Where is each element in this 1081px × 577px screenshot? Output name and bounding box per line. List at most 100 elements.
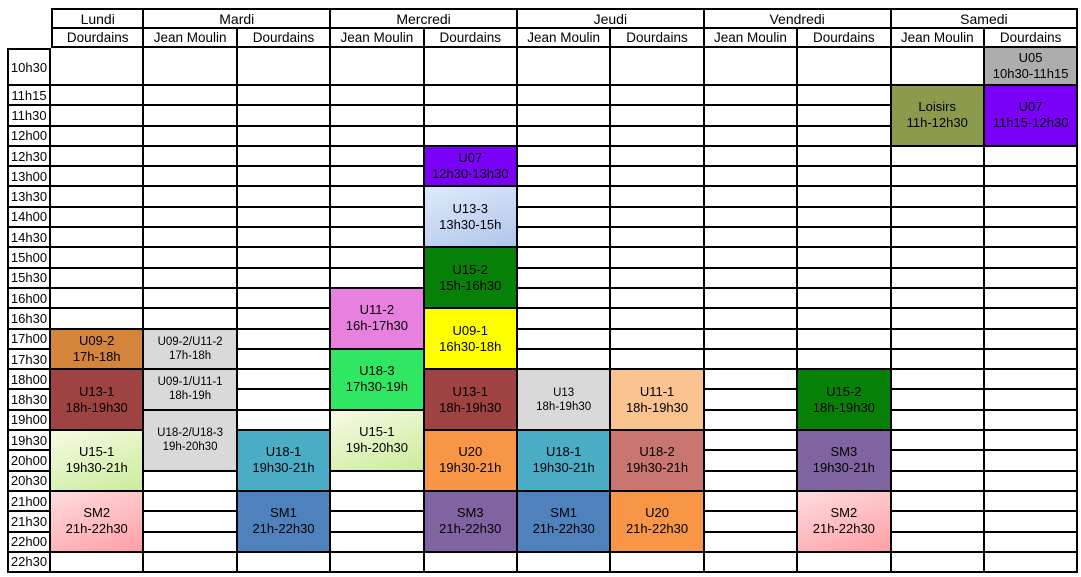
grid-cell: [517, 309, 612, 330]
grid-cell: [331, 512, 425, 533]
time-label: 19h00: [7, 410, 51, 432]
session-name: U13-1: [452, 383, 488, 399]
grid-cell: [51, 126, 145, 147]
session-name: U20: [645, 505, 669, 521]
session-time: 21h-22h30: [812, 521, 875, 537]
grid-cell: [984, 228, 1079, 249]
time-label: 13h30: [7, 187, 51, 208]
grid-cell: [984, 329, 1079, 350]
grid-cell: [237, 410, 332, 432]
grid-cell: [331, 48, 425, 86]
session-time: 13h30-15h: [439, 216, 502, 232]
grid-cell: [517, 106, 612, 127]
time-label: 17h30: [7, 349, 51, 371]
grid-cell: [51, 309, 145, 330]
grid-cell: [51, 228, 145, 249]
grid-cell: [798, 126, 892, 147]
grid-cell: [798, 248, 892, 269]
grid-cell: [331, 126, 425, 147]
grid-cell: [331, 167, 425, 188]
session-time: 18h-19h30: [812, 399, 875, 415]
grid-cell: [798, 48, 892, 86]
time-label: 11h30: [7, 106, 51, 127]
grid-cell: [891, 288, 985, 310]
grid-cell: [144, 106, 238, 127]
day-header: Lundi: [51, 8, 145, 29]
grid-cell: [517, 207, 612, 229]
grid-cell: [704, 187, 799, 208]
session-name: U11-2: [359, 302, 395, 318]
grid-cell: [704, 390, 799, 411]
grid-cell: [704, 309, 799, 330]
session-block: SM1 21h-22h30: [517, 491, 612, 553]
session-block: U15-1 19h30-21h: [51, 431, 145, 492]
grid-cell: [704, 288, 799, 310]
grid-cell: [891, 187, 985, 208]
grid-cell: [798, 268, 892, 289]
day-header: Vendredi: [704, 8, 892, 29]
grid-cell: [144, 228, 238, 249]
session-time: 18h-19h30: [65, 399, 128, 415]
grid-cell: [51, 146, 145, 168]
grid-cell: [51, 187, 145, 208]
grid-cell: [144, 126, 238, 147]
grid-cell: [984, 552, 1079, 574]
day-header: Samedi: [891, 8, 1079, 29]
grid-cell: [704, 552, 799, 574]
session-block: SM3 21h-22h30: [424, 491, 518, 553]
day-header: Mardi: [144, 8, 332, 29]
grid-cell: [144, 491, 238, 513]
grid-cell: [144, 552, 238, 574]
session-time: 21h-22h30: [439, 521, 502, 537]
grid-cell: [51, 48, 145, 86]
grid-cell: [517, 48, 612, 86]
grid-cell: [611, 349, 705, 371]
grid-cell: [331, 491, 425, 513]
grid-cell: [704, 512, 799, 533]
grid-cell: [891, 390, 985, 411]
grid-cell: [331, 471, 425, 492]
time-label: 20h30: [7, 471, 51, 492]
time-label: 21h00: [7, 491, 51, 513]
grid-cell: [891, 167, 985, 188]
grid-cell: [798, 329, 892, 350]
session-time: 16h30-18h: [439, 338, 502, 354]
session-block: SM2 21h-22h30: [798, 491, 892, 553]
grid-cell: [237, 86, 332, 107]
grid-cell: [891, 207, 985, 229]
grid-cell: [237, 126, 332, 147]
time-label: 22h00: [7, 532, 51, 553]
grid-cell: [237, 48, 332, 86]
grid-cell: [984, 268, 1079, 289]
grid-cell: [237, 207, 332, 229]
session-block: U20 19h30-21h: [424, 431, 518, 492]
session-time: 15h-16h30: [439, 277, 502, 293]
day-header: Mercredi: [331, 8, 518, 29]
session-time: 19h-20h30: [345, 440, 408, 456]
time-label: 15h30: [7, 268, 51, 289]
grid-cell: [424, 552, 518, 574]
session-time: 19h30-21h: [532, 460, 595, 476]
grid-cell: [798, 106, 892, 127]
grid-cell: [237, 228, 332, 249]
session-name: SM3: [456, 505, 484, 521]
grid-cell: [517, 552, 612, 574]
session-block: U07 11h15-12h30: [984, 86, 1079, 147]
grid-cell: [704, 248, 799, 269]
session-name: U09-2: [78, 332, 115, 348]
session-time: 11h-12h30: [906, 115, 968, 131]
grid-cell: [517, 146, 612, 168]
session-time: 21h-22h30: [65, 521, 128, 537]
session-time: 19h30-21h: [252, 460, 315, 476]
grid-cell: [984, 146, 1079, 168]
session-block: U13 18h-19h30: [517, 370, 612, 432]
grid-cell: [144, 309, 238, 330]
session-time: 11h15-12h30: [992, 115, 1069, 131]
time-label: 20h00: [7, 451, 51, 472]
time-label: 13h00: [7, 167, 51, 188]
grid-cell: [798, 309, 892, 330]
grid-cell: [424, 48, 518, 86]
session-time: 21h-22h30: [625, 521, 689, 537]
grid-cell: [237, 552, 332, 574]
location-header: Dourdains: [611, 29, 705, 48]
